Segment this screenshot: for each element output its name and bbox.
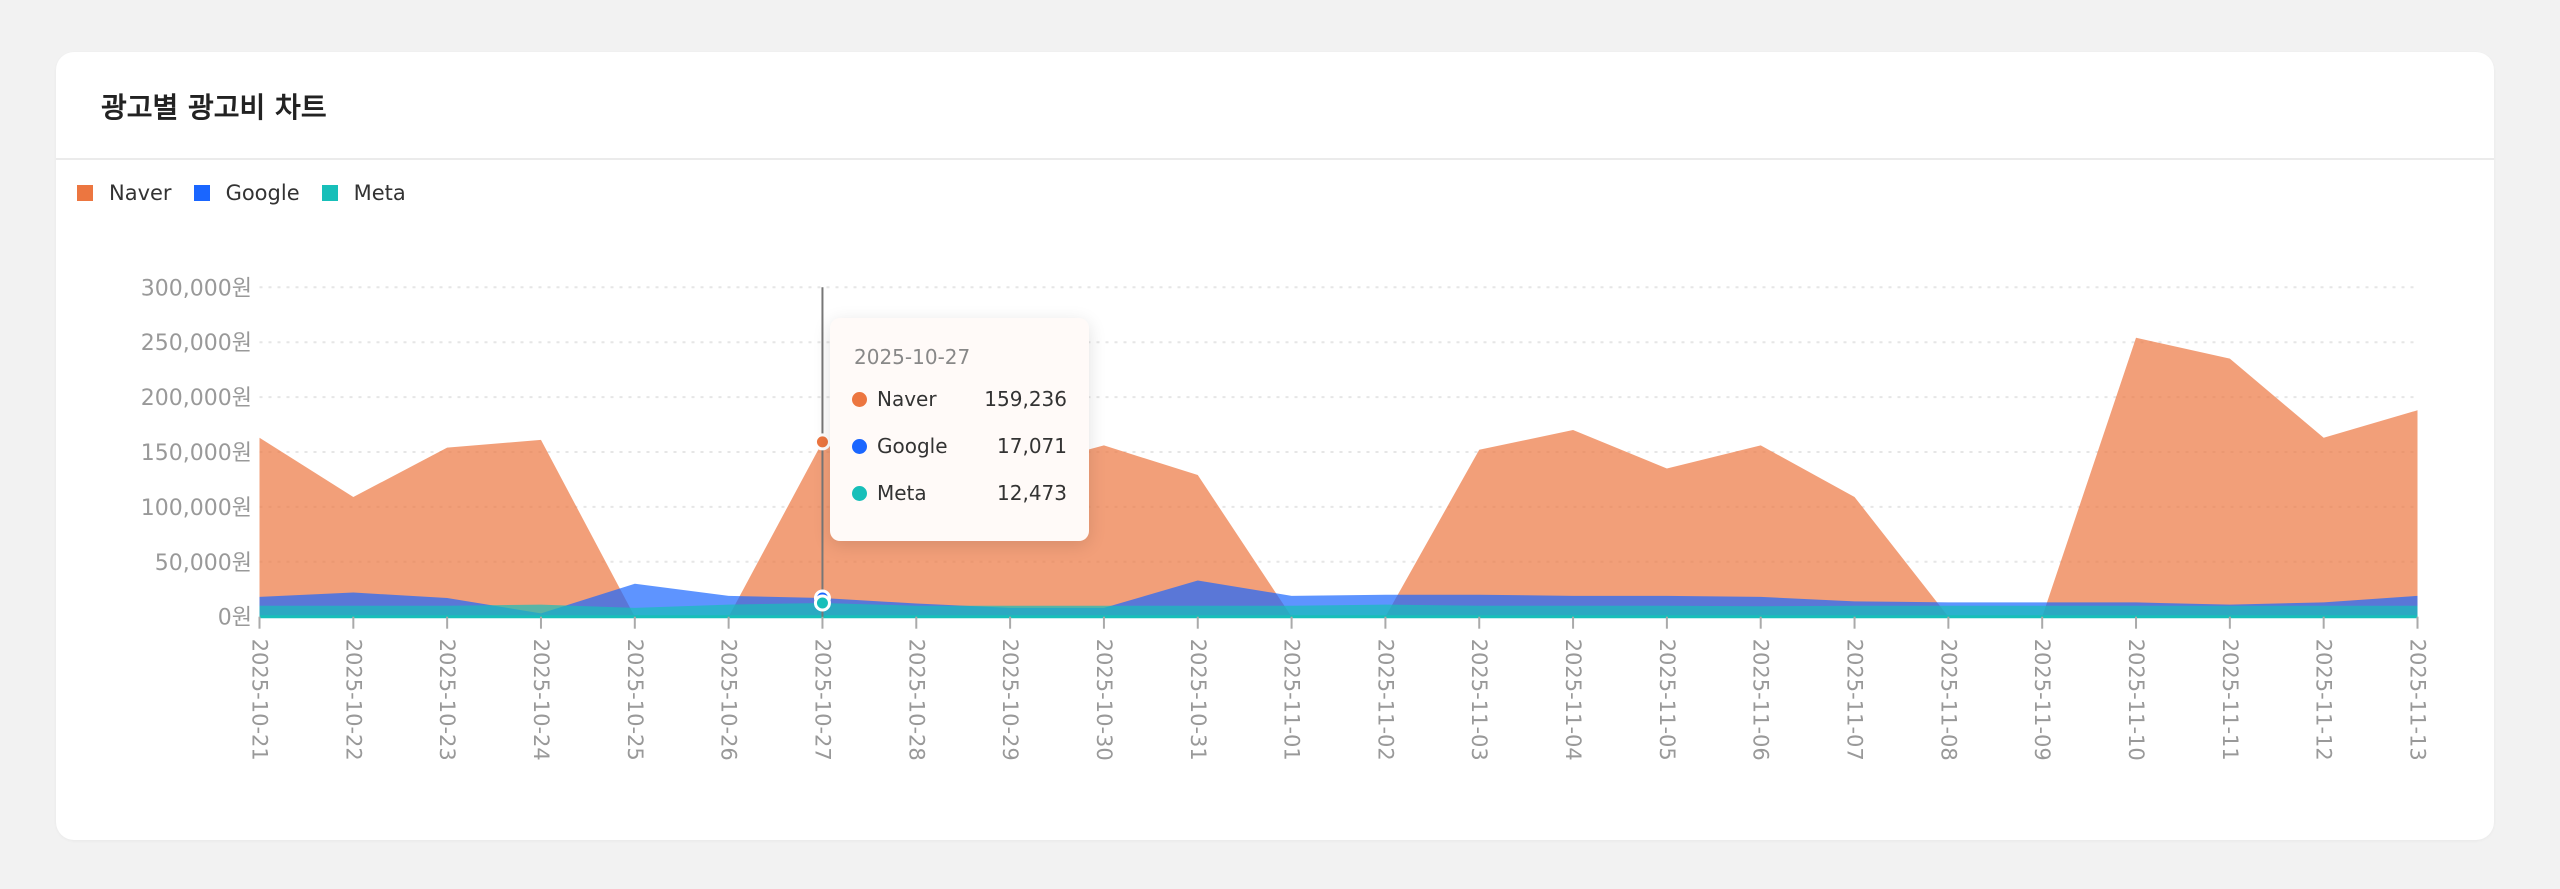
tooltip-row-meta: Meta 12,473: [852, 481, 1067, 505]
tooltip-date: 2025-10-27: [854, 345, 971, 369]
google-dot-icon: [852, 438, 867, 454]
x-tick-label: 2025-11-04: [1561, 639, 1585, 761]
legend-label: Meta: [353, 181, 406, 205]
x-tick-label: 2025-11-03: [1467, 639, 1491, 761]
x-tick-label: 2025-11-13: [2406, 639, 2430, 761]
area-naver: [259, 337, 2418, 617]
hover-point-meta: [813, 594, 831, 612]
legend-item-meta[interactable]: Meta: [321, 181, 406, 205]
x-tick-label: 2025-10-29: [998, 639, 1022, 761]
card-header: 광고별 광고비 차트: [56, 52, 2494, 160]
x-tick-label: 2025-10-26: [717, 639, 741, 761]
x-tick-label: 2025-11-06: [1749, 639, 1773, 761]
x-tick-label: 2025-10-24: [529, 639, 553, 761]
chart-card: 광고별 광고비 차트: [56, 52, 2494, 840]
x-tick-label: 2025-10-31: [1186, 639, 1210, 761]
x-tick-label: 2025-10-23: [435, 639, 459, 761]
tooltip-series-value: 17,071: [997, 434, 1067, 458]
chart-legend: Naver Google Meta: [77, 181, 428, 205]
legend-swatch-naver: [77, 185, 93, 201]
x-tick-label: 2025-11-01: [1280, 639, 1304, 761]
legend-label: Naver: [109, 181, 172, 205]
y-tick-label: 0원: [218, 606, 252, 631]
y-tick-label: 200,000원: [141, 386, 252, 411]
y-tick-label: 100,000원: [141, 496, 252, 521]
x-tick-label: 2025-10-28: [904, 639, 928, 761]
tooltip-series-name: Naver: [877, 387, 937, 411]
y-tick-label: 150,000원: [141, 441, 252, 466]
x-tick-label: 2025-11-08: [1936, 639, 1960, 761]
chart-tooltip: 2025-10-27 Naver 159,236 Google 17,071 M…: [830, 318, 1089, 541]
meta-dot-icon: [852, 485, 867, 501]
x-tick-label: 2025-10-27: [810, 639, 834, 761]
x-tick-label: 2025-11-10: [2124, 639, 2148, 761]
x-tick-label: 2025-11-09: [2030, 639, 2054, 761]
tooltip-row-naver: Naver 159,236: [852, 387, 1067, 411]
y-tick-label: 50,000원: [155, 551, 252, 576]
x-tick-label: 2025-11-07: [1843, 639, 1867, 761]
x-tick-label: 2025-10-30: [1092, 639, 1116, 761]
y-tick-label: 250,000원: [141, 331, 252, 356]
card-title: 광고별 광고비 차트: [101, 91, 327, 124]
legend-swatch-meta: [321, 185, 338, 201]
x-tick-label: 2025-11-11: [2218, 639, 2242, 761]
x-tick-label: 2025-11-02: [1373, 639, 1397, 761]
y-tick-label: 300,000원: [141, 276, 252, 301]
x-tick-label: 2025-10-25: [623, 639, 647, 761]
tooltip-series-name: Google: [877, 434, 948, 458]
legend-item-google[interactable]: Google: [193, 181, 300, 205]
tooltip-series-value: 159,236: [984, 387, 1067, 411]
legend-swatch-google: [193, 185, 210, 201]
legend-item-naver[interactable]: Naver: [77, 181, 172, 205]
tooltip-series-value: 12,473: [997, 481, 1067, 505]
x-tick-label: 2025-10-22: [341, 639, 365, 761]
legend-label: Google: [225, 181, 300, 205]
x-tick-label: 2025-11-12: [2312, 639, 2336, 761]
naver-dot-icon: [852, 391, 867, 407]
tooltip-row-google: Google 17,071: [852, 434, 1067, 458]
area-meta: [259, 603, 2418, 617]
x-tick-label: 2025-10-21: [248, 639, 272, 761]
tooltip-series-name: Meta: [877, 481, 927, 505]
hover-point-naver: [813, 433, 831, 451]
x-tick-label: 2025-11-05: [1655, 639, 1679, 761]
